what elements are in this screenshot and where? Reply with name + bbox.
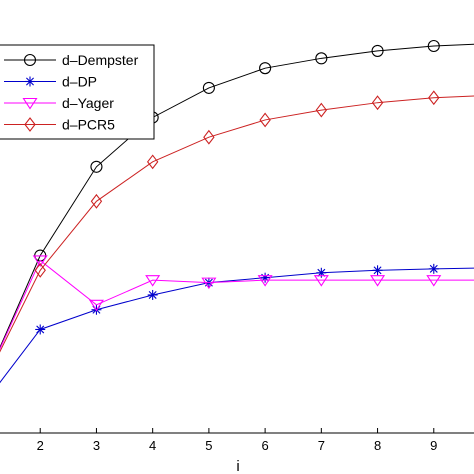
series-line [0,259,474,350]
x-tick-label: 5 [205,438,212,453]
data-point [34,262,46,278]
legend-label: d–PCR5 [62,117,115,133]
x-ticks: 2 3 4 5 6 7 8 9 [37,428,437,453]
data-point [145,275,161,287]
x-tick-label: 2 [37,438,44,453]
x-tick-label: 3 [93,438,100,453]
data-point [202,81,215,94]
legend-label: d–DP [62,74,97,90]
series-3 [0,90,474,353]
data-point [147,289,158,300]
legend-entry: d–DP [4,74,97,90]
x-axis-label: i [236,458,239,474]
data-point [35,324,46,335]
data-point [372,265,383,276]
legend-marker [24,117,36,132]
legend-marker [22,97,38,110]
data-point [90,160,103,173]
series-line [0,43,474,349]
legend: d–Dempster d–DP d–Yager d–PCR5 [0,44,155,140]
data-point [259,62,272,75]
legend-label: d–Dempster [62,52,139,68]
data-point [257,275,273,287]
legend-entry: d–Yager [4,95,114,111]
data-point [316,267,327,278]
series-2 [0,255,474,350]
legend-marker [25,76,35,87]
data-point [427,39,440,53]
legend-marker [23,53,37,67]
series-line [0,267,474,384]
data-point [428,90,440,106]
series-line [0,95,474,353]
data-point [203,129,215,145]
data-point [259,112,271,128]
x-tick-label: 6 [261,438,268,453]
legend-label: d–Yager [62,95,114,111]
data-point [315,52,328,65]
data-point [371,95,384,111]
x-tick-label: 7 [318,438,325,453]
data-point [32,255,48,267]
data-point [201,277,217,290]
data-point [313,275,329,287]
data-point [90,193,103,209]
data-point [426,275,442,287]
x-tick-label: 4 [149,438,156,453]
legend-entry: d–PCR5 [4,117,115,133]
x-tick-label: 8 [374,438,381,453]
data-point [370,275,386,287]
data-point [88,299,104,312]
data-point [428,263,439,274]
data-point [146,154,159,170]
x-tick-label: 9 [430,438,437,453]
series-group [0,39,474,384]
legend-entry: d–Dempster [4,52,139,68]
data-point [371,44,384,57]
data-point [315,102,328,118]
